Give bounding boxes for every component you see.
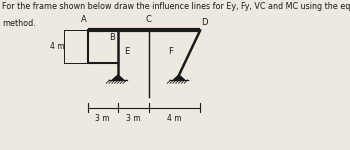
Polygon shape — [173, 75, 185, 80]
Text: D: D — [201, 18, 208, 27]
Text: 4 m: 4 m — [50, 42, 64, 51]
Text: A: A — [81, 15, 87, 24]
Text: 3 m: 3 m — [126, 114, 141, 123]
Text: F: F — [168, 47, 173, 56]
Text: E: E — [124, 47, 129, 56]
Text: B: B — [109, 33, 115, 42]
Text: 3 m: 3 m — [96, 114, 110, 123]
Text: For the frame shown below draw the influence lines for Ey, Fy, VC and MC using t: For the frame shown below draw the influ… — [2, 2, 350, 11]
Text: C: C — [146, 15, 152, 24]
Text: method.: method. — [2, 19, 36, 28]
Polygon shape — [112, 75, 124, 80]
Text: 4 m: 4 m — [167, 114, 182, 123]
